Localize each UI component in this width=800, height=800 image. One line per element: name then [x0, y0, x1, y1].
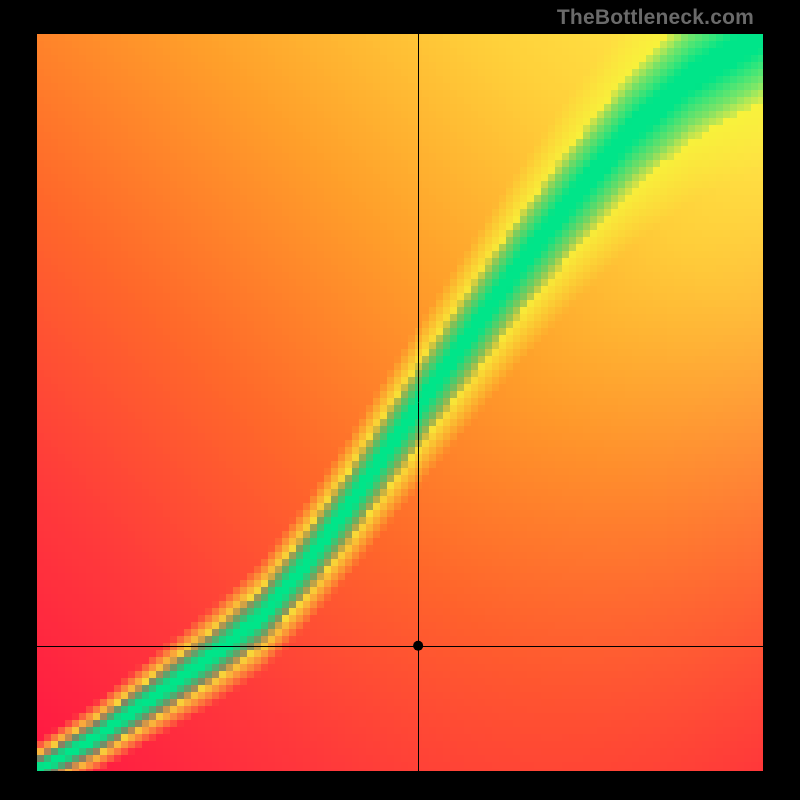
attribution-label: TheBottleneck.com — [557, 6, 754, 30]
bottleneck-heatmap — [0, 0, 800, 800]
chart-container: { "attribution": "TheBottleneck.com", "s… — [0, 0, 800, 800]
